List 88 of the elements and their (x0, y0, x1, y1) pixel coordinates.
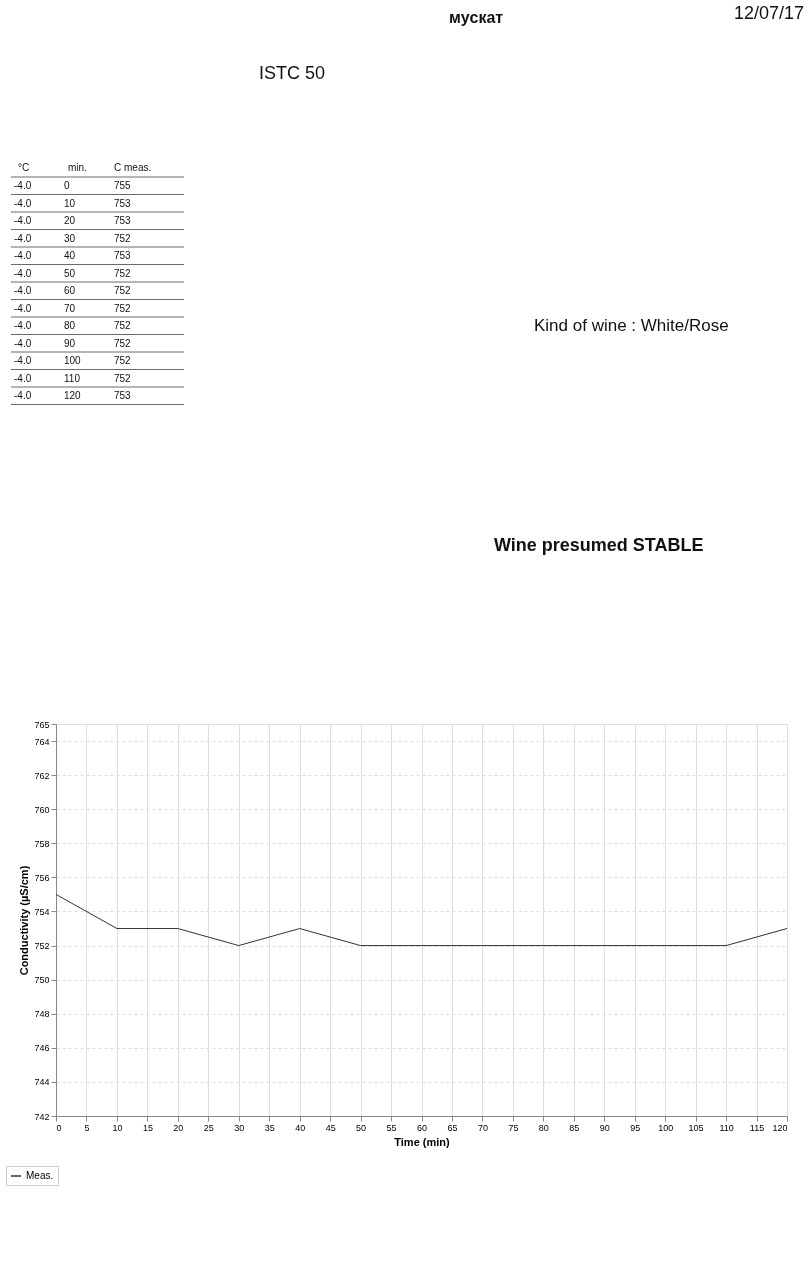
y-tick-label: 748 (34, 1009, 50, 1020)
text: -4.0 (14, 285, 32, 296)
text: 752 (114, 337, 132, 349)
text: 752 (114, 285, 132, 296)
text: min. (68, 162, 87, 173)
y-tick-label: 765 (34, 719, 50, 730)
text: 752 (114, 267, 132, 279)
x-tick-label: 85 (569, 1122, 580, 1133)
text: 753 (114, 197, 132, 209)
x-tick-label: 0 (56, 1122, 62, 1133)
x-tick-label: 40 (295, 1122, 306, 1133)
text: -4.0 (14, 337, 32, 349)
text: 753 (114, 215, 132, 226)
x-tick-label: 55 (386, 1122, 397, 1133)
text: -4.0 (14, 215, 32, 226)
y-tick-label: 760 (34, 804, 50, 815)
y-tick-label: 746 (34, 1043, 50, 1054)
text: 100 (64, 355, 82, 366)
y-tick-label: 756 (34, 872, 50, 883)
x-tick-label: 10 (112, 1122, 123, 1133)
text: Wine presumed STABLE (494, 535, 704, 555)
x-tick-label: 50 (356, 1122, 367, 1133)
text: 753 (114, 250, 132, 261)
text: -4.0 (14, 302, 32, 314)
text: -4.0 (14, 372, 32, 384)
text: -4.0 (14, 355, 32, 366)
x-tick-label: 45 (325, 1122, 336, 1133)
text: 10 (64, 197, 76, 209)
text: 50 (64, 267, 76, 279)
text: Kind of wine : White/Rose (534, 316, 729, 335)
x-tick-label: 70 (477, 1122, 488, 1133)
y-tick-label: 764 (34, 736, 50, 747)
text: -4.0 (14, 232, 32, 244)
text: 752 (114, 372, 132, 384)
text: 40 (64, 250, 76, 261)
text: -4.0 (14, 197, 32, 209)
y-axis-title: Conductivity (µS/cm) (18, 865, 31, 976)
chart-subtitle: муcкат (449, 9, 504, 26)
text: -4.0 (14, 390, 32, 401)
x-tick-label: 75 (508, 1122, 519, 1133)
x-tick-label: 120 (772, 1122, 788, 1133)
text: 752 (114, 302, 132, 314)
text: 80 (64, 320, 76, 331)
x-axis-title: Time (min) (394, 1135, 451, 1148)
x-tick-label: 115 (749, 1122, 765, 1133)
text: C meas. (114, 162, 152, 173)
text: 20 (64, 215, 76, 226)
text: -4.0 (14, 180, 32, 191)
text: 110 (64, 372, 81, 384)
x-tick-label: 5 (84, 1122, 90, 1133)
x-tick-label: 80 (538, 1122, 549, 1133)
text: -4.0 (14, 267, 32, 279)
y-tick-label: 754 (34, 906, 50, 917)
x-tick-label: 110 (719, 1122, 734, 1133)
x-tick-label: 35 (264, 1122, 275, 1133)
text: 753 (114, 390, 132, 401)
chart-title: ISTC 50 (259, 63, 326, 83)
x-tick-label: 20 (173, 1122, 184, 1133)
text: 12/07/17 (734, 3, 805, 23)
text: 90 (64, 337, 76, 349)
x-tick-label: 95 (630, 1122, 641, 1133)
y-tick-label: 752 (34, 941, 50, 952)
text: °C (18, 162, 30, 173)
text: 752 (114, 320, 132, 331)
text: 70 (64, 302, 76, 314)
text: 752 (114, 232, 132, 244)
text: 755 (114, 180, 132, 191)
y-tick-label: 758 (34, 838, 50, 849)
x-tick-label: 25 (203, 1122, 214, 1133)
text: 60 (64, 285, 76, 296)
text: 30 (64, 232, 76, 244)
y-tick-label: 742 (34, 1111, 50, 1122)
y-tick-label: 744 (34, 1077, 50, 1088)
x-tick-label: 100 (658, 1122, 674, 1133)
text: -4.0 (14, 320, 32, 331)
text: -4.0 (14, 250, 32, 261)
text: 0 (64, 180, 70, 191)
text: 752 (114, 355, 132, 366)
y-tick-label: 750 (34, 975, 50, 986)
x-tick-label: 30 (234, 1122, 245, 1133)
text: 120 (64, 390, 82, 401)
x-tick-label: 105 (688, 1122, 704, 1133)
y-tick-label: 762 (34, 770, 50, 781)
legend-label: Meas. (26, 1170, 54, 1181)
x-tick-label: 15 (142, 1122, 153, 1133)
x-tick-label: 60 (416, 1122, 428, 1133)
x-tick-label: 65 (447, 1122, 458, 1133)
x-tick-label: 90 (599, 1122, 610, 1133)
